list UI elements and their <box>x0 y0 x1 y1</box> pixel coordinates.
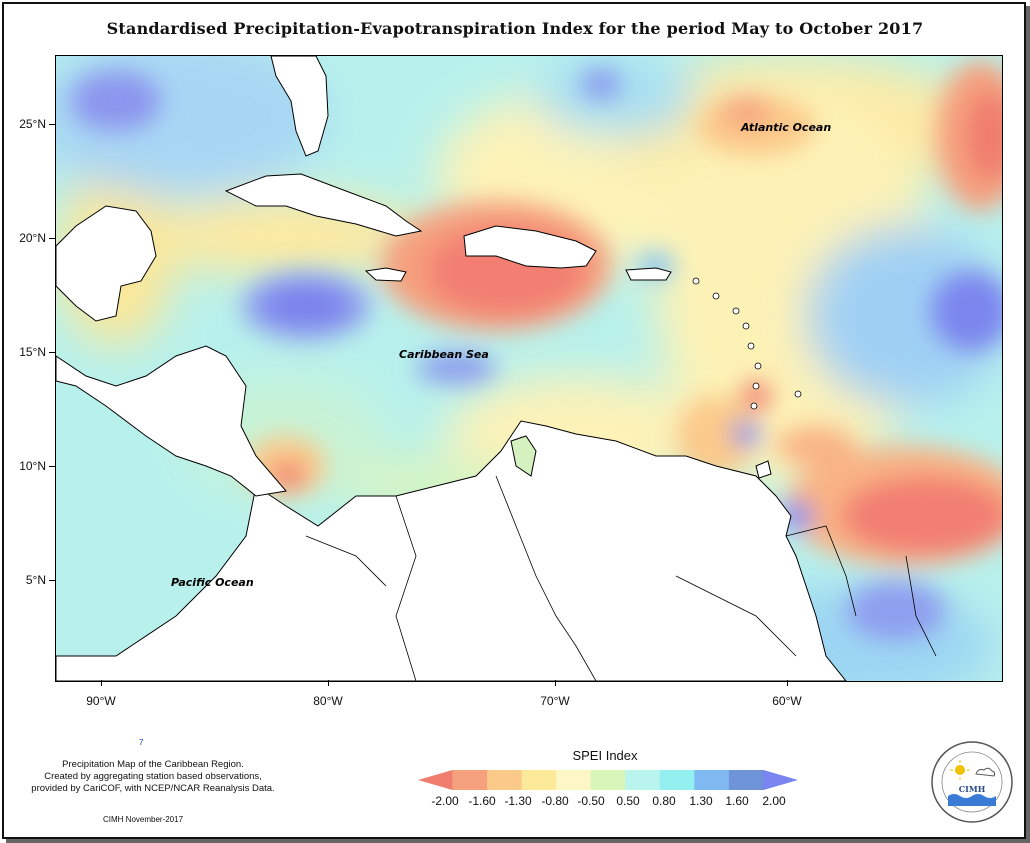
legend-color-cell <box>418 770 453 790</box>
lon-tick-label: 80°W <box>313 694 343 708</box>
map-title: Standardised Precipitation-Evapotranspir… <box>106 19 924 38</box>
legend-color-cell <box>659 770 695 790</box>
credit-text: CIMH November-2017 <box>103 815 184 824</box>
notes-line: provided by CariCOF, with NCEP/NCAR Rean… <box>31 783 275 794</box>
legend-title: SPEI Index <box>572 748 638 763</box>
lon-tick-mark <box>101 680 102 686</box>
lat-tick-mark <box>49 238 55 239</box>
lon-tick-label: 60°W <box>772 694 802 708</box>
lon-tick-label: 90°W <box>86 694 116 708</box>
legend-color-cell <box>521 770 557 790</box>
ocean-label-atlantic: Atlantic Ocean <box>740 121 831 134</box>
legend-color-cell <box>452 770 488 790</box>
legend-color-cell <box>487 770 523 790</box>
lat-tick-mark <box>49 466 55 467</box>
ocean-label-caribbean: Caribbean Sea <box>399 348 489 361</box>
map-notes: Precipitation Map of the Caribbean Regio… <box>8 759 298 795</box>
legend-label: -1.30 <box>504 794 532 808</box>
legend-label: -0.80 <box>541 794 569 808</box>
lat-tick-mark <box>49 124 55 125</box>
legend-color-cell <box>590 770 626 790</box>
lon-tick-mark <box>555 680 556 686</box>
lat-tick-label: 15°N <box>19 345 46 359</box>
logo-name: CIMH <box>959 784 986 794</box>
ocean-label-pacific: Pacific Ocean <box>171 576 254 589</box>
legend-label: 0.50 <box>616 794 640 808</box>
legend-color-cell <box>556 770 592 790</box>
lon-tick-mark <box>328 680 329 686</box>
legend-labels: -2.00 -1.60 -1.30 -0.80 -0.50 0.50 0.80 … <box>418 794 798 810</box>
sun-icon <box>955 765 965 775</box>
lon-tick-label: 70°W <box>540 694 570 708</box>
lat-tick-label: 5°N <box>25 573 46 587</box>
legend-colorbar <box>418 770 798 790</box>
legend-label: -0.50 <box>577 794 605 808</box>
lat-tick-label: 10°N <box>19 459 46 473</box>
lat-tick-mark <box>49 352 55 353</box>
legend-color-cell <box>625 770 661 790</box>
waves-icon <box>948 794 996 806</box>
lat-tick-label: 25°N <box>19 117 46 131</box>
stray-mark: 7 <box>139 738 144 747</box>
legend-label: 1.60 <box>725 794 749 808</box>
cloud-icon <box>975 767 996 777</box>
legend-label: 0.80 <box>652 794 676 808</box>
legend-color-cell <box>694 770 730 790</box>
legend-label: 2.00 <box>762 794 786 808</box>
cimh-logo: CIMH <box>931 741 1013 823</box>
legend-label: 1.30 <box>689 794 713 808</box>
legend-color-cell <box>763 770 798 790</box>
lat-tick-mark <box>49 580 55 581</box>
legend-label: -2.00 <box>431 794 459 808</box>
lon-tick-mark <box>787 680 788 686</box>
notes-line: Created by aggregating station based obs… <box>44 771 262 782</box>
legend-label: -1.60 <box>468 794 496 808</box>
lat-tick-label: 20°N <box>19 231 46 245</box>
spei-map-svg: Atlantic Ocean Caribbean Sea Pacific Oce… <box>56 56 1002 681</box>
legend-color-cell <box>728 770 764 790</box>
spei-map: Atlantic Ocean Caribbean Sea Pacific Oce… <box>55 55 1003 682</box>
notes-line: Precipitation Map of the Caribbean Regio… <box>62 759 244 770</box>
